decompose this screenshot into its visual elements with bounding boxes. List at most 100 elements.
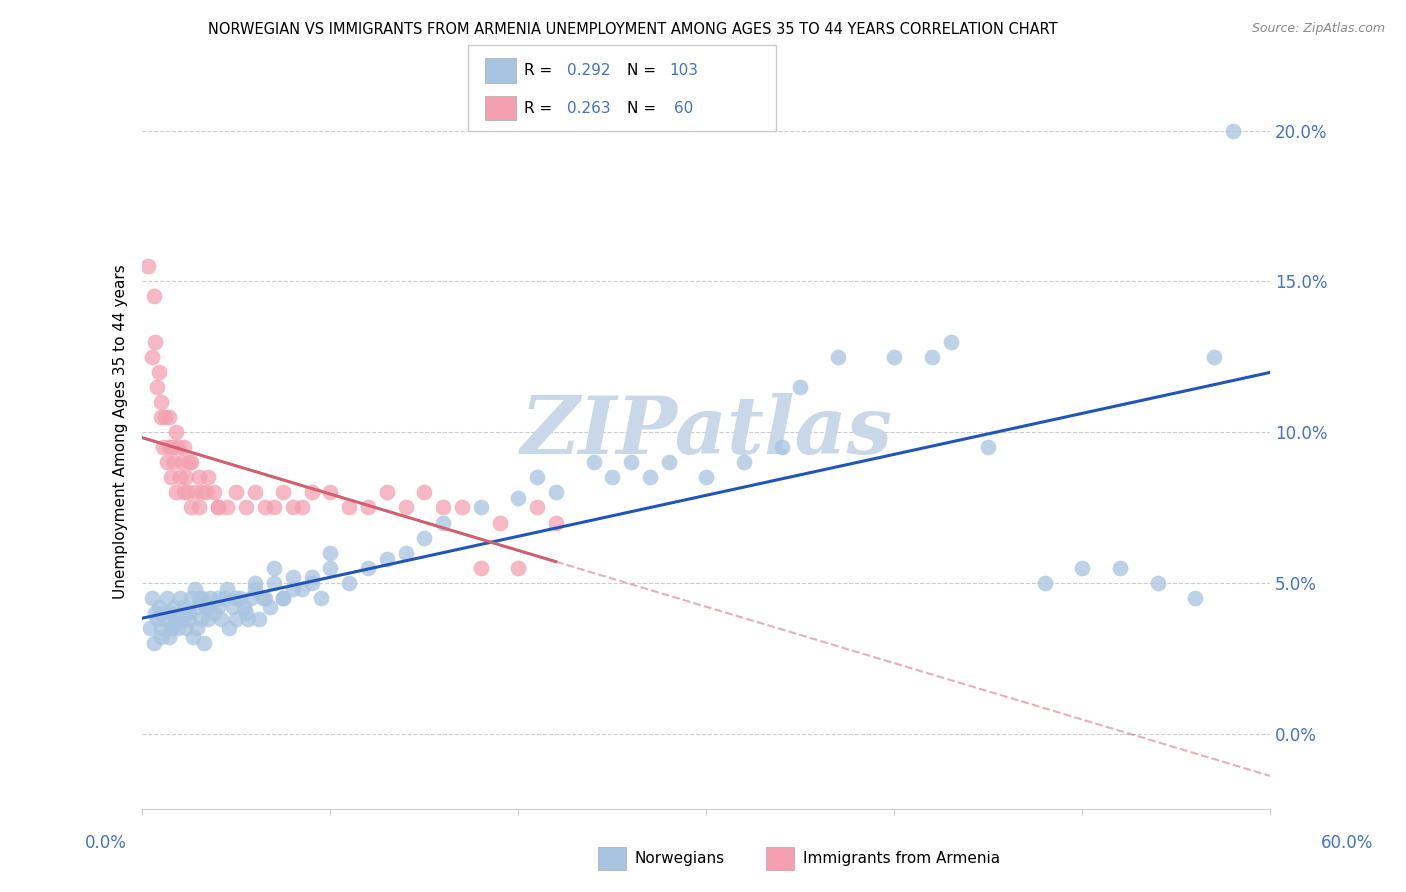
Point <box>225 485 247 500</box>
Point <box>148 365 170 379</box>
Text: Source: ZipAtlas.com: Source: ZipAtlas.com <box>1251 22 1385 36</box>
Point <box>165 612 187 626</box>
Point <box>142 289 165 303</box>
Point <box>470 561 492 575</box>
Text: 0.263: 0.263 <box>567 101 610 115</box>
Point <box>229 591 252 605</box>
Point <box>281 500 304 515</box>
Point <box>207 591 229 605</box>
Point <box>141 591 163 605</box>
Point <box>163 455 186 469</box>
Point <box>195 485 218 500</box>
Point <box>207 599 229 614</box>
Point <box>153 612 176 626</box>
Point <box>1202 350 1225 364</box>
Point <box>1033 575 1056 590</box>
Point <box>770 440 793 454</box>
Point <box>162 440 184 454</box>
Point <box>169 470 191 484</box>
Point <box>179 612 201 626</box>
Point <box>152 606 174 620</box>
Point <box>148 599 170 614</box>
Point <box>195 599 218 614</box>
Point <box>153 409 176 424</box>
Point <box>658 455 681 469</box>
Text: 103: 103 <box>669 62 699 78</box>
Point <box>176 485 198 500</box>
Point <box>159 621 181 635</box>
Point <box>225 612 247 626</box>
Point <box>526 500 548 515</box>
Point <box>225 591 247 605</box>
Point <box>638 470 661 484</box>
Point <box>243 575 266 590</box>
Point <box>432 500 454 515</box>
Point <box>146 612 169 626</box>
Point <box>235 606 257 620</box>
Point <box>602 470 624 484</box>
Point <box>319 561 342 575</box>
Point <box>273 591 295 605</box>
Point <box>170 612 193 626</box>
Point <box>243 582 266 596</box>
Text: ZIPatlas: ZIPatlas <box>520 393 893 471</box>
Point <box>273 591 295 605</box>
Point <box>187 500 209 515</box>
Point <box>301 575 323 590</box>
Point <box>215 500 238 515</box>
Point <box>375 551 398 566</box>
Point <box>179 606 201 620</box>
Point <box>470 500 492 515</box>
Point <box>432 516 454 530</box>
Point <box>162 621 184 635</box>
Point <box>180 455 202 469</box>
Point <box>157 440 180 454</box>
Point <box>197 470 219 484</box>
Point <box>508 561 530 575</box>
Point <box>186 621 208 635</box>
Text: Norwegians: Norwegians <box>634 851 724 865</box>
Text: 60: 60 <box>669 101 693 115</box>
Y-axis label: Unemployment Among Ages 35 to 44 years: Unemployment Among Ages 35 to 44 years <box>114 265 128 599</box>
Point <box>253 500 276 515</box>
Point <box>695 470 717 484</box>
Point <box>139 621 162 635</box>
Point <box>173 599 195 614</box>
Point <box>263 561 285 575</box>
Text: Immigrants from Armenia: Immigrants from Armenia <box>803 851 1000 865</box>
Point <box>187 470 209 484</box>
Point <box>544 485 567 500</box>
Point <box>1146 575 1168 590</box>
Point <box>173 485 195 500</box>
Point <box>394 500 416 515</box>
Point <box>1109 561 1132 575</box>
Point <box>141 350 163 364</box>
Point <box>152 440 174 454</box>
Point <box>1222 123 1244 137</box>
Point <box>259 599 281 614</box>
Point <box>240 591 263 605</box>
Point <box>191 485 214 500</box>
Point <box>181 630 204 644</box>
Point <box>173 440 195 454</box>
Point <box>977 440 1000 454</box>
Point <box>247 612 270 626</box>
Text: R =: R = <box>524 62 558 78</box>
Text: N =: N = <box>627 62 661 78</box>
Point <box>197 599 219 614</box>
Point <box>157 409 180 424</box>
Point <box>214 591 236 605</box>
Point <box>136 259 159 273</box>
Point <box>179 455 201 469</box>
Point <box>582 455 605 469</box>
Point <box>301 570 323 584</box>
Point <box>146 380 169 394</box>
Point <box>921 350 943 364</box>
Text: 0.0%: 0.0% <box>84 834 127 852</box>
Text: N =: N = <box>627 101 661 115</box>
Point <box>232 599 254 614</box>
Text: 60.0%: 60.0% <box>1320 834 1374 852</box>
Point <box>273 485 295 500</box>
Point <box>394 546 416 560</box>
Point <box>253 591 276 605</box>
